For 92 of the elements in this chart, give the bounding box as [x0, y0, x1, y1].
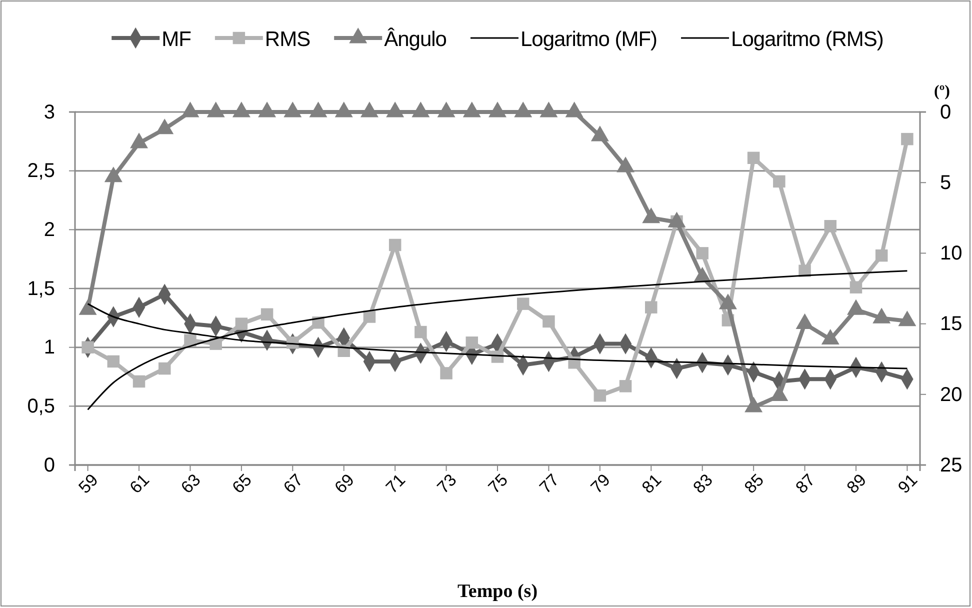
point — [78, 299, 97, 315]
x-tick-label: 85 — [740, 470, 768, 498]
x-tick-label: 83 — [690, 470, 716, 498]
point — [462, 102, 481, 118]
point — [107, 355, 120, 368]
point — [747, 152, 760, 164]
point — [386, 102, 404, 118]
point — [642, 208, 660, 224]
legend-label: Logaritmo (RMS) — [731, 28, 884, 51]
point — [872, 308, 891, 324]
x-tick-label: 65 — [228, 470, 256, 498]
point — [309, 102, 328, 118]
point — [540, 102, 558, 118]
y2-tick-label: 10 — [940, 242, 962, 265]
point — [645, 301, 658, 314]
x-tick-label: 73 — [433, 470, 460, 498]
y-tick-label: 0 — [44, 454, 55, 476]
point — [181, 102, 200, 118]
point — [901, 132, 914, 146]
point — [82, 341, 94, 354]
x-tick-label: 67 — [280, 470, 307, 498]
point — [488, 102, 506, 118]
x-tick-label: 71 — [382, 470, 410, 498]
y-tick-label: 1 — [44, 336, 55, 359]
point — [821, 328, 840, 345]
point — [130, 132, 148, 148]
point — [796, 313, 814, 329]
x-tick-label: 91 — [894, 470, 922, 498]
point — [360, 102, 378, 118]
point — [466, 336, 478, 349]
x-tick-label: 79 — [587, 470, 614, 498]
point — [260, 308, 274, 321]
y-tick-label: 2,5 — [27, 160, 55, 182]
point — [718, 294, 737, 310]
y2-tick-label: 15 — [940, 313, 962, 336]
y-tick-label: 2 — [44, 219, 55, 242]
y-tick-label: 0,5 — [27, 396, 55, 418]
point — [744, 396, 763, 412]
x-tick-label: 59 — [74, 470, 102, 498]
x-tick-label: 69 — [331, 470, 358, 498]
point — [875, 249, 888, 262]
point — [206, 102, 225, 118]
y-tick-label: 1,5 — [27, 278, 55, 300]
point — [773, 175, 786, 188]
point — [898, 310, 916, 326]
point — [132, 375, 146, 388]
x-tick-label: 63 — [177, 470, 204, 498]
point — [516, 298, 530, 310]
point — [514, 102, 532, 118]
point — [824, 220, 836, 232]
point — [590, 126, 609, 142]
y2-tick-label: 5 — [940, 172, 952, 194]
point — [284, 102, 302, 118]
point — [158, 362, 171, 375]
x-tick-label: 81 — [638, 470, 666, 498]
point — [696, 247, 708, 260]
point — [412, 102, 430, 118]
point — [388, 238, 402, 252]
point — [258, 102, 276, 118]
x-tick-label: 75 — [484, 470, 512, 498]
x-tick-label: 87 — [792, 470, 819, 498]
point — [440, 367, 452, 380]
y-tick-label: 3 — [44, 101, 55, 124]
point — [184, 334, 196, 346]
point — [235, 318, 248, 330]
point — [850, 281, 862, 294]
legend-label: RMS — [264, 28, 311, 51]
point — [156, 118, 174, 134]
point — [104, 166, 122, 182]
point — [846, 299, 865, 315]
y2-axis-title: (º) — [934, 83, 950, 100]
legend-label: Logaritmo (MF) — [520, 28, 658, 51]
legend-label: MF — [162, 28, 191, 51]
point — [363, 310, 376, 323]
point — [594, 389, 606, 402]
x-tick-label: 89 — [843, 470, 870, 498]
point — [232, 102, 250, 118]
x-tick-label: 61 — [126, 470, 154, 498]
y2-tick-label: 20 — [940, 384, 962, 406]
x-tick-label: 77 — [536, 470, 563, 498]
point — [437, 102, 456, 118]
y2-tick-label: 0 — [940, 101, 952, 124]
point — [668, 212, 686, 228]
x-axis-title: Tempo (s) — [457, 581, 538, 602]
point — [619, 380, 632, 392]
point — [565, 102, 584, 118]
point — [414, 326, 427, 338]
point — [542, 315, 555, 328]
point — [334, 102, 353, 118]
legend-label: Ângulo — [384, 27, 446, 51]
y2-tick-label: 25 — [940, 454, 962, 476]
point — [616, 156, 635, 172]
